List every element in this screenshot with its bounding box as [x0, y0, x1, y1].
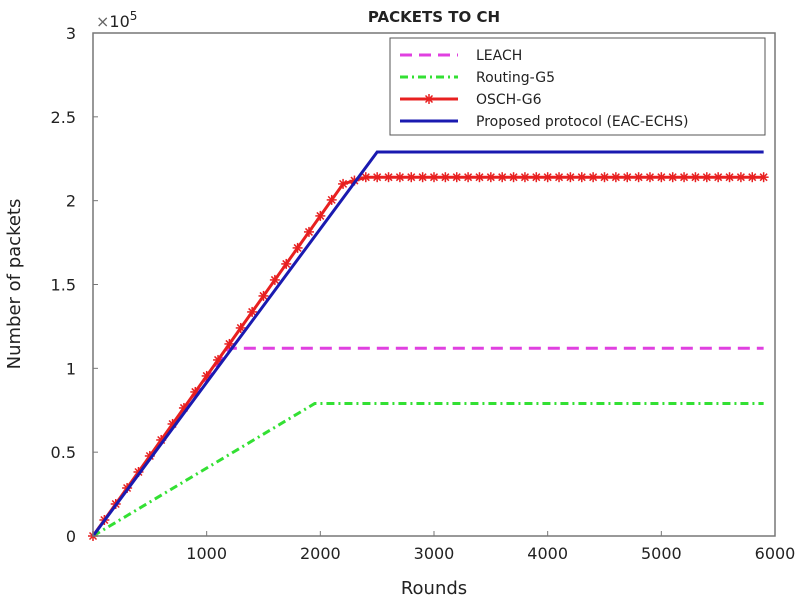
star-marker [475, 173, 484, 182]
y-tick-label: 1.5 [51, 276, 76, 295]
y-multiplier: ×105 [96, 9, 137, 31]
star-marker [645, 173, 654, 182]
star-marker [424, 94, 434, 104]
series-line [91, 175, 764, 537]
series-proposed-protocol-eac-echs- [91, 150, 764, 537]
star-marker [293, 243, 302, 252]
star-marker [339, 179, 348, 188]
y-tick-label: 0.5 [51, 443, 76, 462]
star-marker [464, 173, 473, 182]
star-marker [304, 227, 313, 236]
star-marker [225, 339, 234, 348]
star-marker [259, 291, 268, 300]
x-tick-label: 1000 [186, 544, 227, 563]
y-axis-label: Number of packets [4, 199, 25, 370]
y-tick-label: 0 [66, 527, 76, 546]
series-leach [91, 346, 764, 537]
y-tick-label: 2 [66, 192, 76, 211]
star-marker [702, 173, 711, 182]
star-marker [441, 173, 450, 182]
star-marker [657, 173, 666, 182]
star-marker [532, 173, 541, 182]
legend-label: Proposed protocol (EAC-ECHS) [476, 114, 688, 130]
star-marker [691, 173, 700, 182]
star-marker [418, 173, 427, 182]
y-tick-label: 1 [66, 359, 76, 378]
legend-label: LEACH [476, 48, 522, 64]
star-marker [179, 403, 188, 412]
star-marker [725, 173, 734, 182]
star-marker [611, 173, 620, 182]
star-marker [452, 173, 461, 182]
star-marker [248, 307, 257, 316]
star-marker [543, 173, 552, 182]
star-marker [157, 435, 166, 445]
star-marker [327, 195, 336, 204]
star-marker [384, 173, 393, 182]
y-tick-label: 2.5 [51, 108, 76, 127]
x-tick-label: 6000 [755, 544, 796, 563]
x-axis-label: Rounds [401, 578, 467, 599]
star-marker [748, 173, 757, 182]
star-marker [759, 173, 768, 182]
series-line [91, 150, 764, 537]
star-marker [589, 173, 598, 182]
star-marker [566, 173, 575, 182]
star-marker [316, 211, 325, 220]
x-tick-label: 4000 [527, 544, 568, 563]
star-marker [634, 173, 643, 182]
legend: LEACH Routing-G5 OSCH-G6 Proposed protocol … [389, 37, 766, 136]
star-marker [498, 173, 507, 182]
x-tick-label: 3000 [414, 544, 455, 563]
legend-item: Routing-G5 [400, 70, 555, 86]
legend-label: Routing-G5 [476, 70, 555, 86]
star-marker [361, 173, 370, 182]
star-marker [736, 173, 745, 182]
star-marker [214, 355, 223, 364]
series-osch-g6 [88, 172, 769, 541]
star-marker [429, 173, 439, 182]
legend-item: OSCH-G6 [400, 92, 542, 108]
series-line [91, 346, 764, 537]
star-marker [520, 173, 529, 182]
legend-item: LEACH [400, 48, 522, 64]
star-marker [236, 323, 245, 332]
x-tick-label: 5000 [641, 544, 682, 563]
star-marker [680, 173, 689, 182]
star-marker [486, 173, 495, 182]
star-marker [577, 173, 586, 182]
legend-item: Proposed protocol (EAC-ECHS) [400, 114, 688, 130]
star-marker [407, 173, 416, 182]
star-marker [202, 371, 211, 380]
star-marker [270, 275, 279, 284]
star-marker [282, 259, 291, 268]
series-routing-g5 [92, 402, 764, 538]
star-marker [395, 173, 404, 182]
legend-box [389, 37, 766, 136]
star-marker [555, 173, 564, 182]
chart-title: PACKETS TO CH [368, 8, 500, 26]
star-marker [668, 173, 677, 182]
series-line [92, 402, 764, 538]
star-marker [168, 419, 177, 428]
star-marker [373, 173, 382, 182]
legend-label: OSCH-G6 [476, 92, 542, 108]
y-tick-label: 3 [66, 24, 76, 43]
star-marker [600, 173, 609, 182]
star-marker [623, 173, 632, 182]
star-marker [714, 173, 723, 182]
x-tick-label: 2000 [300, 544, 341, 563]
star-marker [191, 387, 200, 396]
star-marker [509, 173, 518, 182]
